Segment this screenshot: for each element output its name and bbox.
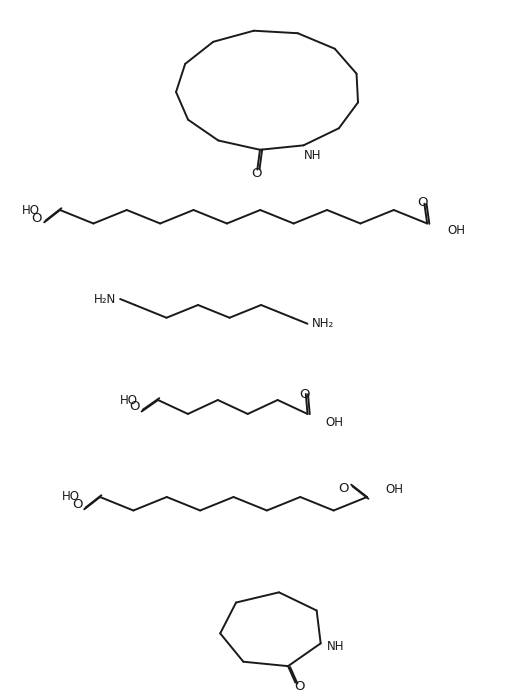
Text: OH: OH bbox=[447, 224, 466, 237]
Text: OH: OH bbox=[386, 483, 404, 496]
Text: NH₂: NH₂ bbox=[311, 317, 334, 330]
Text: HO: HO bbox=[62, 491, 80, 503]
Text: O: O bbox=[299, 387, 310, 401]
Text: O: O bbox=[418, 196, 428, 209]
Text: O: O bbox=[251, 167, 262, 180]
Text: O: O bbox=[129, 400, 140, 413]
Text: HO: HO bbox=[22, 205, 40, 217]
Text: O: O bbox=[294, 679, 304, 693]
Text: NH: NH bbox=[327, 640, 345, 653]
Text: O: O bbox=[72, 498, 83, 512]
Text: NH: NH bbox=[304, 149, 321, 162]
Text: O: O bbox=[31, 212, 42, 225]
Text: OH: OH bbox=[325, 416, 344, 429]
Text: O: O bbox=[338, 482, 349, 495]
Text: HO: HO bbox=[120, 394, 138, 407]
Text: H₂N: H₂N bbox=[94, 292, 116, 305]
